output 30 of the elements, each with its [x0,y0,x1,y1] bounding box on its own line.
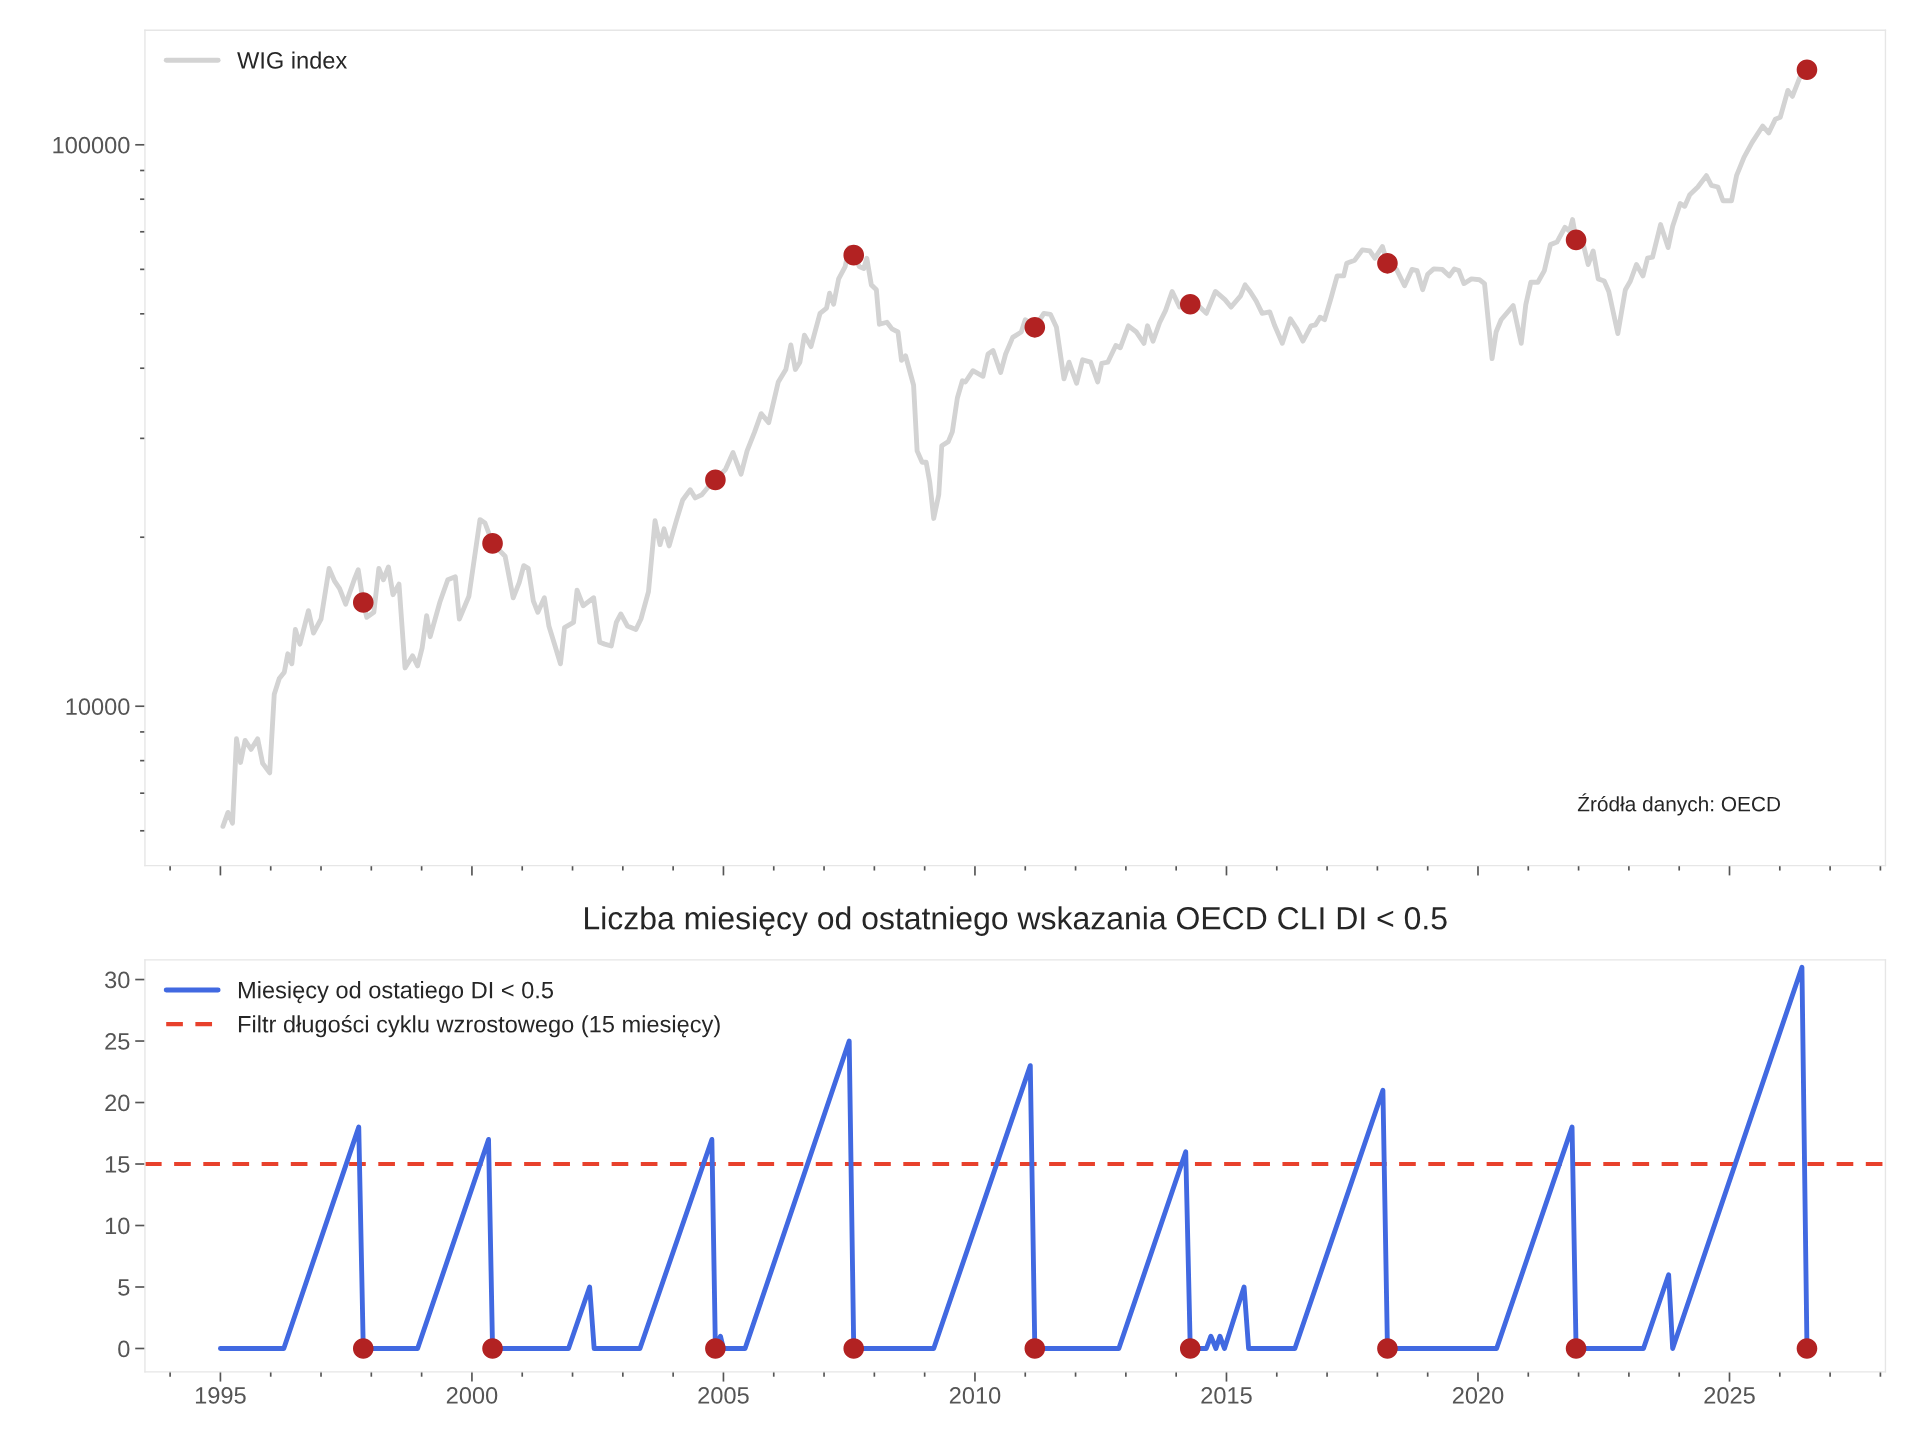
y-tick-label: 15 [105,1156,130,1173]
chart-title: Liczba miesięcy od ostatniego wskazania OECD CLI DI < 0.5 [585,906,1447,936]
x-tick-label: 2010 [949,1387,1001,1404]
point [1377,253,1398,274]
annotation: Źródła danych: OECD [1577,793,1781,816]
y-tick-label: 25 [105,1033,130,1050]
x-tick-label: 2005 [698,1387,749,1404]
y-tick-label: 0 [118,1340,130,1358]
x-tick-label: 2025 [1704,1387,1755,1404]
y-tick-label: 30 [105,971,130,989]
point [1796,59,1818,81]
legend-label: WIG index [237,51,347,69]
x-tick-label: 2015 [1201,1387,1252,1404]
x-tick-label: 1995 [195,1387,246,1404]
y-tick-label: 100000 [53,136,130,154]
point [1024,317,1046,338]
legend-label: Filtr długości cyklu wzrostowego (15 miesięcy) [238,1014,720,1038]
x-tick-label: 2020 [1452,1387,1504,1404]
point [1565,229,1587,251]
point [482,533,503,554]
y-tick-label: 10000 [66,698,130,716]
x-tick-label: 2000 [446,1387,498,1404]
legend-label: Miesięcy od ostatiego DI < 0.5 [238,981,553,1004]
y-tick-label: 20 [105,1094,130,1112]
point [843,244,865,266]
y-tick-label: 5 [118,1279,130,1296]
point [705,469,726,491]
y-tick-label: 10 [105,1217,130,1235]
point [1179,293,1201,315]
point [352,592,374,613]
